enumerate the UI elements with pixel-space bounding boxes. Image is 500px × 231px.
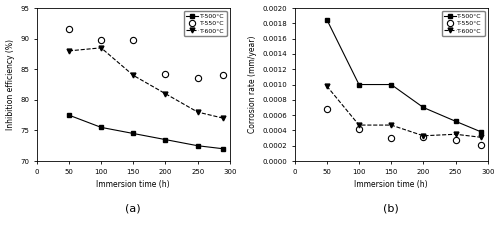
T-600°C — [130, 74, 136, 77]
Text: (b): (b) — [384, 204, 399, 214]
T-500°C — [220, 147, 226, 150]
Line: T-500°C: T-500°C — [324, 18, 484, 134]
T-550°C — [66, 28, 72, 31]
T-550°C — [356, 128, 362, 130]
T-600°C — [324, 85, 330, 88]
T-500°C — [98, 126, 104, 129]
T-600°C — [420, 134, 426, 137]
T-500°C — [420, 106, 426, 109]
T-500°C — [194, 144, 200, 147]
Y-axis label: Corrosion rate (mm/year): Corrosion rate (mm/year) — [248, 36, 256, 133]
T-500°C — [388, 83, 394, 86]
T-600°C — [194, 111, 200, 113]
T-600°C — [66, 49, 72, 52]
T-600°C — [478, 136, 484, 139]
T-550°C — [478, 144, 484, 146]
T-550°C — [388, 137, 394, 140]
T-550°C — [220, 74, 226, 77]
T-500°C — [130, 132, 136, 135]
Line: T-600°C: T-600°C — [66, 46, 226, 121]
T-550°C — [130, 39, 136, 41]
T-500°C — [452, 120, 458, 123]
T-500°C — [324, 18, 330, 21]
T-500°C — [356, 83, 362, 86]
T-600°C — [356, 124, 362, 126]
Text: (a): (a) — [126, 204, 141, 214]
T-500°C — [162, 138, 168, 141]
T-550°C — [98, 39, 104, 41]
T-600°C — [220, 117, 226, 120]
Line: T-550°C: T-550°C — [66, 26, 226, 82]
T-550°C — [194, 77, 200, 80]
T-600°C — [162, 92, 168, 95]
T-550°C — [452, 138, 458, 141]
Legend: T-500°C, T-550°C, T-600°C: T-500°C, T-550°C, T-600°C — [442, 11, 484, 36]
T-600°C — [452, 133, 458, 136]
Legend: T-500°C, T-550°C, T-600°C: T-500°C, T-550°C, T-600°C — [184, 11, 226, 36]
T-550°C — [420, 135, 426, 138]
T-500°C — [478, 131, 484, 133]
Y-axis label: Inhibition efficiency (%): Inhibition efficiency (%) — [6, 39, 15, 130]
T-550°C — [162, 73, 168, 76]
Line: T-500°C: T-500°C — [67, 113, 226, 151]
X-axis label: Immersion time (h): Immersion time (h) — [354, 180, 428, 189]
T-600°C — [98, 46, 104, 49]
T-550°C — [324, 108, 330, 110]
Line: T-600°C: T-600°C — [324, 84, 484, 140]
X-axis label: Immersion time (h): Immersion time (h) — [96, 180, 170, 189]
Line: T-550°C: T-550°C — [324, 106, 484, 148]
T-600°C — [388, 124, 394, 126]
T-500°C — [66, 114, 72, 116]
